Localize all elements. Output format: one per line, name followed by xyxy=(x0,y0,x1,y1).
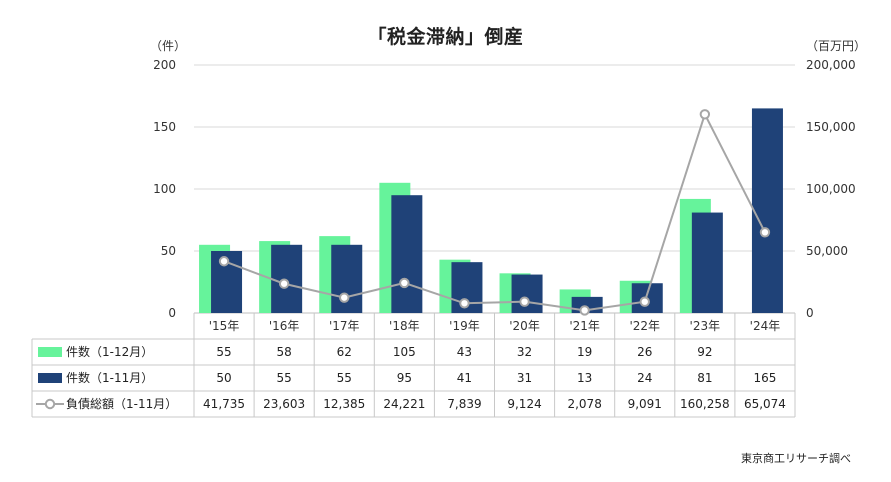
data-label: 24,221 xyxy=(383,397,425,411)
debt-point xyxy=(459,298,470,309)
debt-point xyxy=(759,227,771,238)
left-axis-tick-label: 150 xyxy=(153,120,176,134)
debt-point xyxy=(699,109,711,120)
legend-key-full-year xyxy=(38,347,62,357)
data-label: 92 xyxy=(697,345,712,359)
category-label: '16年 xyxy=(269,319,300,333)
left-axis-tick-label: 0 xyxy=(168,306,176,320)
legend-key-debt-marker xyxy=(44,398,56,410)
legend-label: 件数（1-12月） xyxy=(66,344,153,359)
data-label: 23,603 xyxy=(263,397,305,411)
category-label: '15年 xyxy=(209,319,240,333)
data-label: 55 xyxy=(277,371,292,385)
right-axis-tick-label: 50,000 xyxy=(806,244,848,258)
left-axis-tick-label: 200 xyxy=(153,58,176,72)
category-label: '20年 xyxy=(509,319,540,333)
right-axis-tick-label: 0 xyxy=(806,306,814,320)
debt-point xyxy=(399,277,410,289)
debt-point xyxy=(218,256,230,267)
right-axis-tick-label: 100,000 xyxy=(806,182,856,196)
bar-jan-nov-count xyxy=(511,274,543,313)
data-label: 58 xyxy=(277,345,292,359)
bar-jan-nov-count xyxy=(331,244,363,313)
data-label: 24 xyxy=(637,371,652,385)
category-label: '23年 xyxy=(690,319,721,333)
source-note: 東京商工リサーチ調べ xyxy=(741,452,851,465)
data-label: 41,735 xyxy=(203,397,245,411)
chart-title: 「税金滞納」倒産 xyxy=(367,26,524,48)
data-label: 19 xyxy=(577,345,592,359)
left-axis-unit: （件） xyxy=(150,39,187,53)
data-label: 55 xyxy=(216,345,231,359)
debt-point xyxy=(639,296,650,307)
data-label: 13 xyxy=(577,371,592,385)
legend-key-jan-nov xyxy=(38,373,62,383)
data-label: 26 xyxy=(637,345,652,359)
category-label: '22年 xyxy=(629,319,660,333)
debt-point xyxy=(278,278,290,289)
data-label: 165 xyxy=(753,371,776,385)
data-label: 65,074 xyxy=(744,397,786,411)
data-label: 50 xyxy=(216,371,231,385)
debt-point xyxy=(579,305,590,316)
bar-jan-nov-count xyxy=(391,195,423,313)
data-label: 81 xyxy=(697,371,712,385)
legend-label: 負債総額（1-11月） xyxy=(66,396,177,411)
category-label: '19年 xyxy=(449,319,480,333)
category-label: '21年 xyxy=(569,319,600,333)
data-label: 12,385 xyxy=(323,397,365,411)
data-label: 105 xyxy=(393,345,416,359)
debt-line xyxy=(223,111,766,312)
data-label: 32 xyxy=(517,345,532,359)
data-label: 2,078 xyxy=(567,397,601,411)
data-label: 9,091 xyxy=(628,397,662,411)
bar-jan-nov-count xyxy=(691,212,723,313)
left-axis-tick-label: 100 xyxy=(153,182,176,196)
data-label: 95 xyxy=(397,371,412,385)
right-axis-unit: （百万円） xyxy=(806,39,867,53)
data-label: 41 xyxy=(457,371,472,385)
debt-point xyxy=(339,292,350,303)
data-label: 62 xyxy=(337,345,352,359)
category-label: '24年 xyxy=(750,319,781,333)
bar-jan-nov-count xyxy=(751,108,783,314)
data-label: 160,258 xyxy=(680,397,730,411)
data-label: 55 xyxy=(337,371,352,385)
category-label: '18年 xyxy=(389,319,420,333)
data-label: 43 xyxy=(457,345,472,359)
data-label: 7,839 xyxy=(447,397,481,411)
bar-jan-nov-count xyxy=(271,244,303,313)
right-axis-tick-label: 200,000 xyxy=(806,58,856,72)
category-label: '17年 xyxy=(329,319,360,333)
legend-label: 件数（1-11月） xyxy=(66,370,153,385)
debt-point xyxy=(519,296,530,307)
data-label: 9,124 xyxy=(507,397,541,411)
data-label: 31 xyxy=(517,371,532,385)
left-axis-tick-label: 50 xyxy=(161,244,176,258)
right-axis-tick-label: 150,000 xyxy=(806,120,856,134)
